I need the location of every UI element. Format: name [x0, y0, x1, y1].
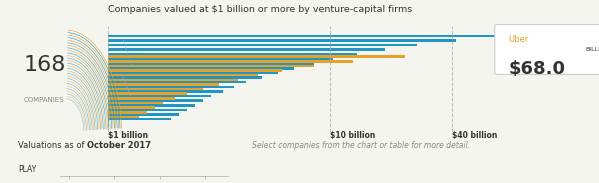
Text: $1 billion: $1 billion: [108, 131, 148, 140]
Bar: [108, 79, 238, 81]
Text: 168: 168: [24, 55, 66, 75]
Bar: [108, 106, 155, 109]
Bar: [108, 60, 353, 63]
Bar: [108, 44, 416, 46]
Bar: [108, 58, 334, 60]
Bar: [108, 39, 456, 42]
Text: October 2017: October 2017: [87, 141, 151, 150]
Text: PLAY: PLAY: [18, 165, 36, 174]
Bar: [108, 62, 314, 65]
Text: COMPANIES: COMPANIES: [24, 97, 65, 103]
Text: BILLION: BILLION: [586, 47, 599, 52]
Bar: [108, 55, 405, 58]
Bar: [108, 97, 175, 100]
Text: Valuations as of: Valuations as of: [18, 141, 87, 150]
Text: $40 billion: $40 billion: [452, 131, 498, 140]
Bar: [108, 65, 314, 67]
Bar: [108, 81, 246, 83]
Bar: [108, 92, 187, 95]
Bar: [108, 90, 223, 93]
Bar: [108, 67, 294, 70]
Bar: [108, 53, 357, 56]
Bar: [108, 104, 195, 107]
Bar: [108, 72, 278, 74]
Bar: [108, 48, 385, 51]
Text: $10 billion: $10 billion: [329, 131, 375, 140]
Bar: [108, 83, 219, 86]
Bar: [108, 74, 258, 76]
Bar: [108, 69, 282, 72]
Bar: [108, 99, 203, 102]
Bar: [108, 88, 203, 90]
Bar: [108, 109, 187, 111]
Bar: [108, 113, 179, 116]
Bar: [108, 35, 504, 37]
Bar: [108, 111, 147, 113]
FancyBboxPatch shape: [495, 25, 599, 74]
Bar: [108, 95, 211, 97]
Text: Select companies from the chart or table for more detail.: Select companies from the chart or table…: [252, 141, 470, 150]
Bar: [108, 116, 140, 118]
Bar: [108, 85, 234, 88]
Text: $68.0: $68.0: [509, 60, 565, 78]
Text: Companies valued at $1 billion or more by venture-capital firms: Companies valued at $1 billion or more b…: [108, 5, 412, 14]
Text: Uber: Uber: [509, 35, 529, 44]
Bar: [108, 102, 164, 104]
Bar: [108, 118, 171, 120]
Bar: [108, 76, 262, 79]
